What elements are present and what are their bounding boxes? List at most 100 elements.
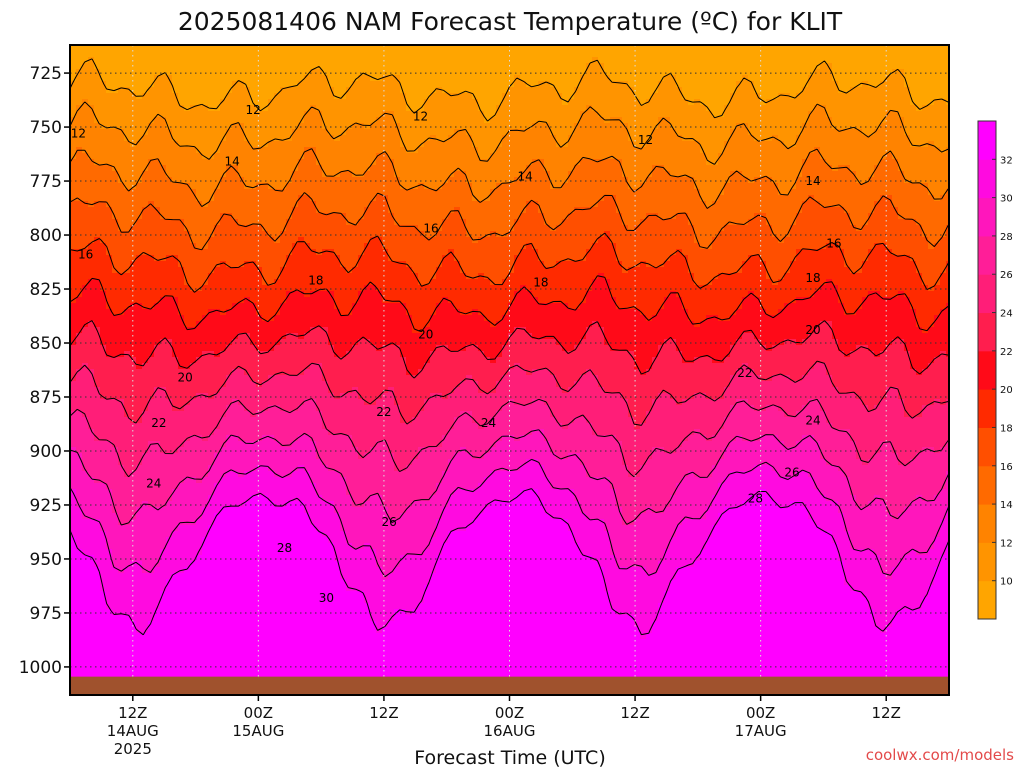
contour-line-26 [70,398,949,478]
colorbar-tick-label: 24 [1000,309,1013,320]
colorbar-tick-label: 20 [1000,385,1013,396]
contour-line-16 [70,192,949,251]
x-tick-date: 16AUG [484,722,536,740]
y-tick-label: 850 [30,334,62,354]
x-axis-label: Forecast Time (UTC) [414,747,605,768]
contour-label: 24 [481,416,496,430]
surface-fill [70,676,949,695]
contour-line-24 [70,360,949,426]
y-tick-label: 725 [30,64,62,84]
colorbar-swatch [978,159,996,199]
contour-label: 28 [748,491,763,505]
x-tick-date: 17AUG [735,722,787,740]
contour-label: 22 [151,416,166,430]
colorbar-tick-label: 18 [1000,423,1013,434]
contour-label: 18 [805,271,820,285]
x-tick-label: 12Z [872,704,901,722]
contour-label: 26 [382,515,397,529]
contour-label: 18 [533,276,548,290]
colorbar-tick-label: 22 [1000,347,1013,358]
contour-label: 20 [805,323,820,337]
x-tick-year: 2025 [114,740,152,758]
colorbar-swatch [978,274,996,314]
x-tick-label: 12Z [369,704,398,722]
y-axis: 725 750 775 800 825 850 875 900 925 950 975 1000 [19,64,70,678]
colorbar-tick-label: 28 [1000,232,1013,243]
contour-label: 12 [245,103,260,117]
contour-label: 20 [418,327,433,341]
credit-text: coolwx.com/models [866,746,1014,764]
temperature-bands [70,45,949,695]
plot-area: 12 12 12 12 14 14 14 16 16 16 18 18 18 20 20 20 22 22 22 24… [70,45,949,695]
colorbar-frame [977,120,997,620]
colorbar-tick-label: 14 [1000,500,1013,511]
x-tick-label: 00Z [495,704,524,722]
contour-line-30 [70,458,949,578]
y-tick-label: 825 [30,280,62,300]
colorbar-swatch [978,235,996,275]
y-tick-label: 950 [30,550,62,570]
contour-label: 16 [423,222,438,236]
colorbar-swatch [978,312,996,352]
contour-label: 26 [784,466,799,480]
contour-label: 14 [518,170,533,184]
colorbar-swatch [978,542,996,582]
contour-line-32 [70,488,949,636]
x-tick-label: 12Z [620,704,649,722]
contour-label: 24 [146,476,161,490]
contour-label: 16 [826,237,841,251]
y-tick-label: 1000 [19,658,62,678]
contour-label: 28 [277,541,292,555]
y-tick-label: 975 [30,604,62,624]
colorbar-swatch [978,580,996,620]
x-tick-label: 00Z [244,704,273,722]
x-tick-date: 15AUG [232,722,284,740]
contour-line-18 [70,232,949,293]
x-tick-date: 14AUG [107,722,159,740]
contour-line-10 [70,58,949,122]
contour-label: 20 [177,371,192,385]
contour-label: 22 [376,405,391,419]
colorbar-swatch [978,465,996,505]
y-tick-label: 900 [30,442,62,462]
colorbar-swatch [978,350,996,390]
contour-lines [70,58,949,636]
contour-label: 12 [413,109,428,123]
colorbar: 10 12 14 16 18 20 22 24 26 28 30 32 [977,120,1013,620]
contour-label: 14 [225,155,240,169]
y-tick-label: 875 [30,388,62,408]
contour-labels: 12 12 12 12 14 14 14 16 16 16 18 18 18 20 20 20 22 22 22 24… [71,103,842,605]
chart-title: 2025081406 NAM Forecast Temperature (ºC)… [178,7,843,36]
colorbar-tick-label: 30 [1000,194,1013,205]
contour-label: 12 [638,133,653,147]
contour-line-22 [70,320,949,379]
contour-label: 16 [78,247,93,261]
contour-label: 18 [308,273,323,287]
y-tick-label: 775 [30,172,62,192]
grid-lines [70,45,949,695]
colorbar-tick-label: 26 [1000,270,1013,281]
contour-line-12 [70,101,949,165]
colorbar-tick-label: 10 [1000,577,1013,588]
contour-label: 22 [737,366,752,380]
contour-label: 30 [319,591,334,605]
colorbar-swatch [978,121,996,160]
colorbar-tick-label: 32 [1000,155,1013,166]
colorbar-tick-label: 12 [1000,538,1013,549]
terrain-surface [70,676,949,695]
x-tick-label: 12Z [118,704,147,722]
colorbar-swatch [978,427,996,467]
y-tick-label: 750 [30,118,62,138]
y-tick-label: 925 [30,496,62,516]
colorbar-swatch [978,504,996,543]
colorbar-tick-label: 16 [1000,462,1013,473]
y-tick-label: 800 [30,226,62,246]
colorbar-swatch [978,197,996,237]
contour-line-28 [70,429,949,526]
contour-label: 14 [805,174,820,188]
colorbar-swatch [978,389,996,428]
contour-line-14 [70,148,949,209]
contour-label: 24 [805,414,820,428]
